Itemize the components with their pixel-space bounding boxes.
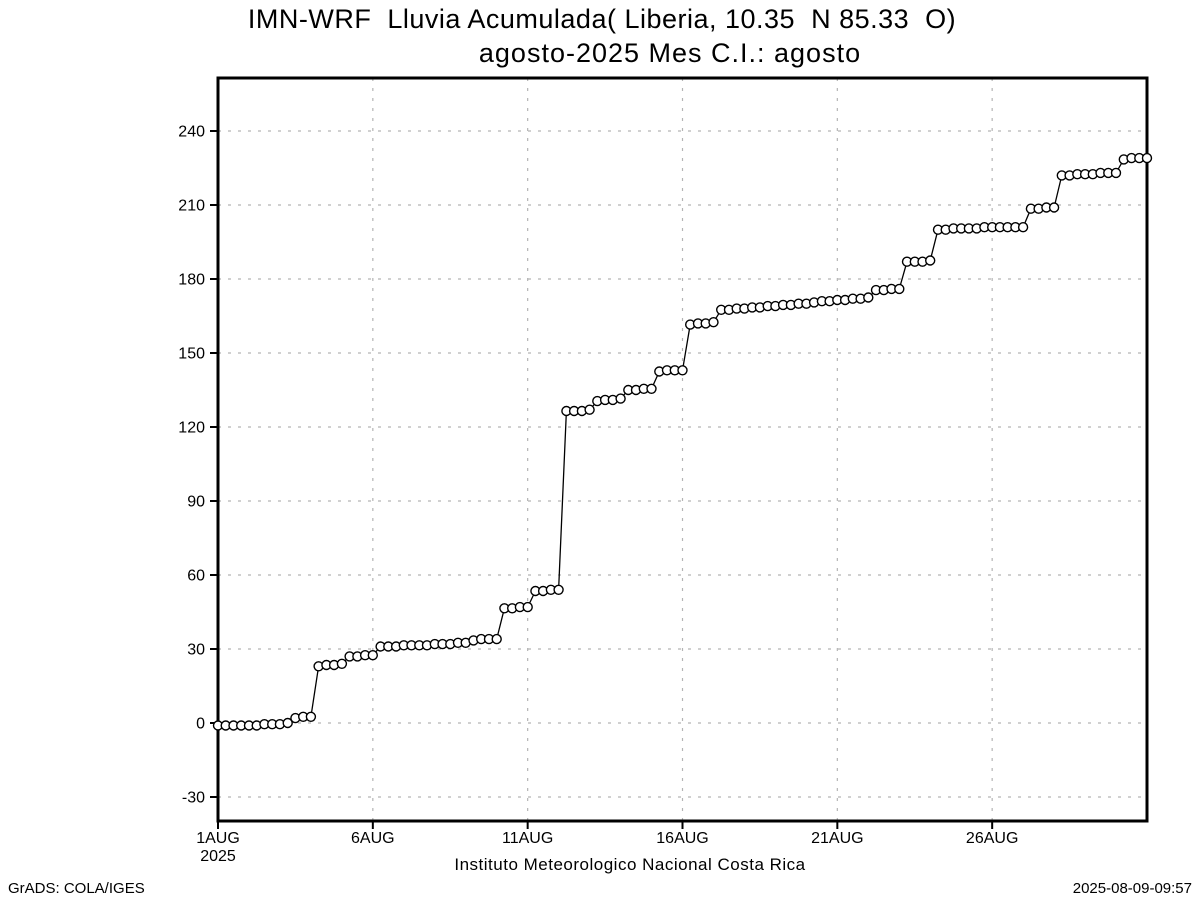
y-tick-label: 90 [187,494,205,511]
x-axis-year-label: 2025 [200,848,236,865]
y-tick-label: 120 [178,420,205,437]
data-point-marker [522,601,533,613]
x-tick-label: 1AUG [196,830,240,847]
data-point-marker [553,584,564,595]
y-tick-label: -30 [182,790,205,807]
data-point-marker [1141,152,1153,164]
x-tick-label: 6AUG [351,830,395,847]
grads-credit-label: GrADS: COLA/IGES [8,880,145,897]
y-tick-label: 210 [178,198,205,215]
x-tick-label: 11AUG [502,830,553,847]
data-point-marker [677,365,688,376]
y-tick-label: 0 [196,716,205,733]
data-point-marker [646,383,657,394]
data-point-marker [584,404,595,415]
data-point-marker [282,717,293,729]
rainfall-series-markers [212,152,1153,731]
y-tick-label: 240 [178,124,205,141]
y-tick-label: 150 [178,346,205,363]
y-tick-label: 180 [178,272,205,289]
axis-ticks-and-labels: -30 0 30 60 90 120 150 180 210 240 1AUG 6AUG 11AUG 16… [178,124,1018,866]
data-point-marker [925,255,936,266]
data-point-marker [1017,221,1029,233]
data-point-marker [894,283,905,295]
chart-subtitle: agosto-2025 Mes C.I.: agosto [478,38,862,68]
x-tick-label: 26AUG [966,830,1018,847]
institute-label: Instituto Meteorologico Nacional Costa R… [454,855,806,874]
data-point-marker [336,658,348,669]
data-point-marker [863,292,874,303]
grid-lines [217,78,1147,821]
data-point-marker [367,650,378,661]
data-point-marker [708,317,719,328]
chart-title: IMN-WRF Lluvia Acumulada( Liberia, 10.35… [247,4,957,34]
data-point-marker [615,393,626,404]
data-point-marker [305,711,317,722]
data-point-marker [1110,167,1122,179]
x-tick-label: 16AUG [656,830,708,847]
x-tick-label: 21AUG [811,830,863,847]
data-point-marker [1048,202,1060,213]
data-point-marker [491,633,502,645]
render-timestamp-label: 2025-08-09-09:57 [1072,880,1192,897]
y-tick-label: 30 [187,642,205,659]
y-tick-label: 60 [187,568,205,585]
